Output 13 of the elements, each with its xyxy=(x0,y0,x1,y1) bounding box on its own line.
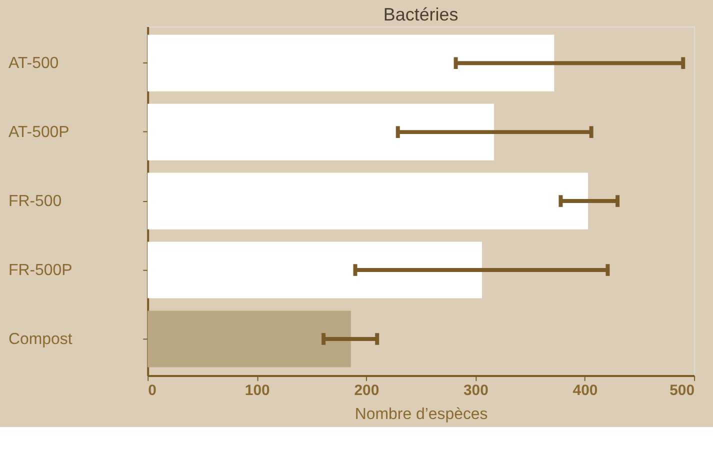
y-tick-label: FR-500 xyxy=(8,193,62,210)
x-tick-label: 0 xyxy=(148,382,156,399)
y-tick-label: AT-500P xyxy=(8,124,70,142)
x-tick-label: 100 xyxy=(244,382,270,399)
y-tick-label: FR-500P xyxy=(8,262,72,279)
x-tick-label: 500 xyxy=(670,382,695,399)
y-tick-label: AT-500 xyxy=(8,55,59,72)
x-tick-label: 200 xyxy=(354,382,380,399)
x-axis-title: Nombre d’espèces xyxy=(354,406,488,423)
x-tick-label: 300 xyxy=(463,382,488,399)
chart-title: Bactéries xyxy=(383,4,458,25)
x-tick-label: 400 xyxy=(572,382,598,399)
y-tick-label: Compost xyxy=(8,330,73,348)
